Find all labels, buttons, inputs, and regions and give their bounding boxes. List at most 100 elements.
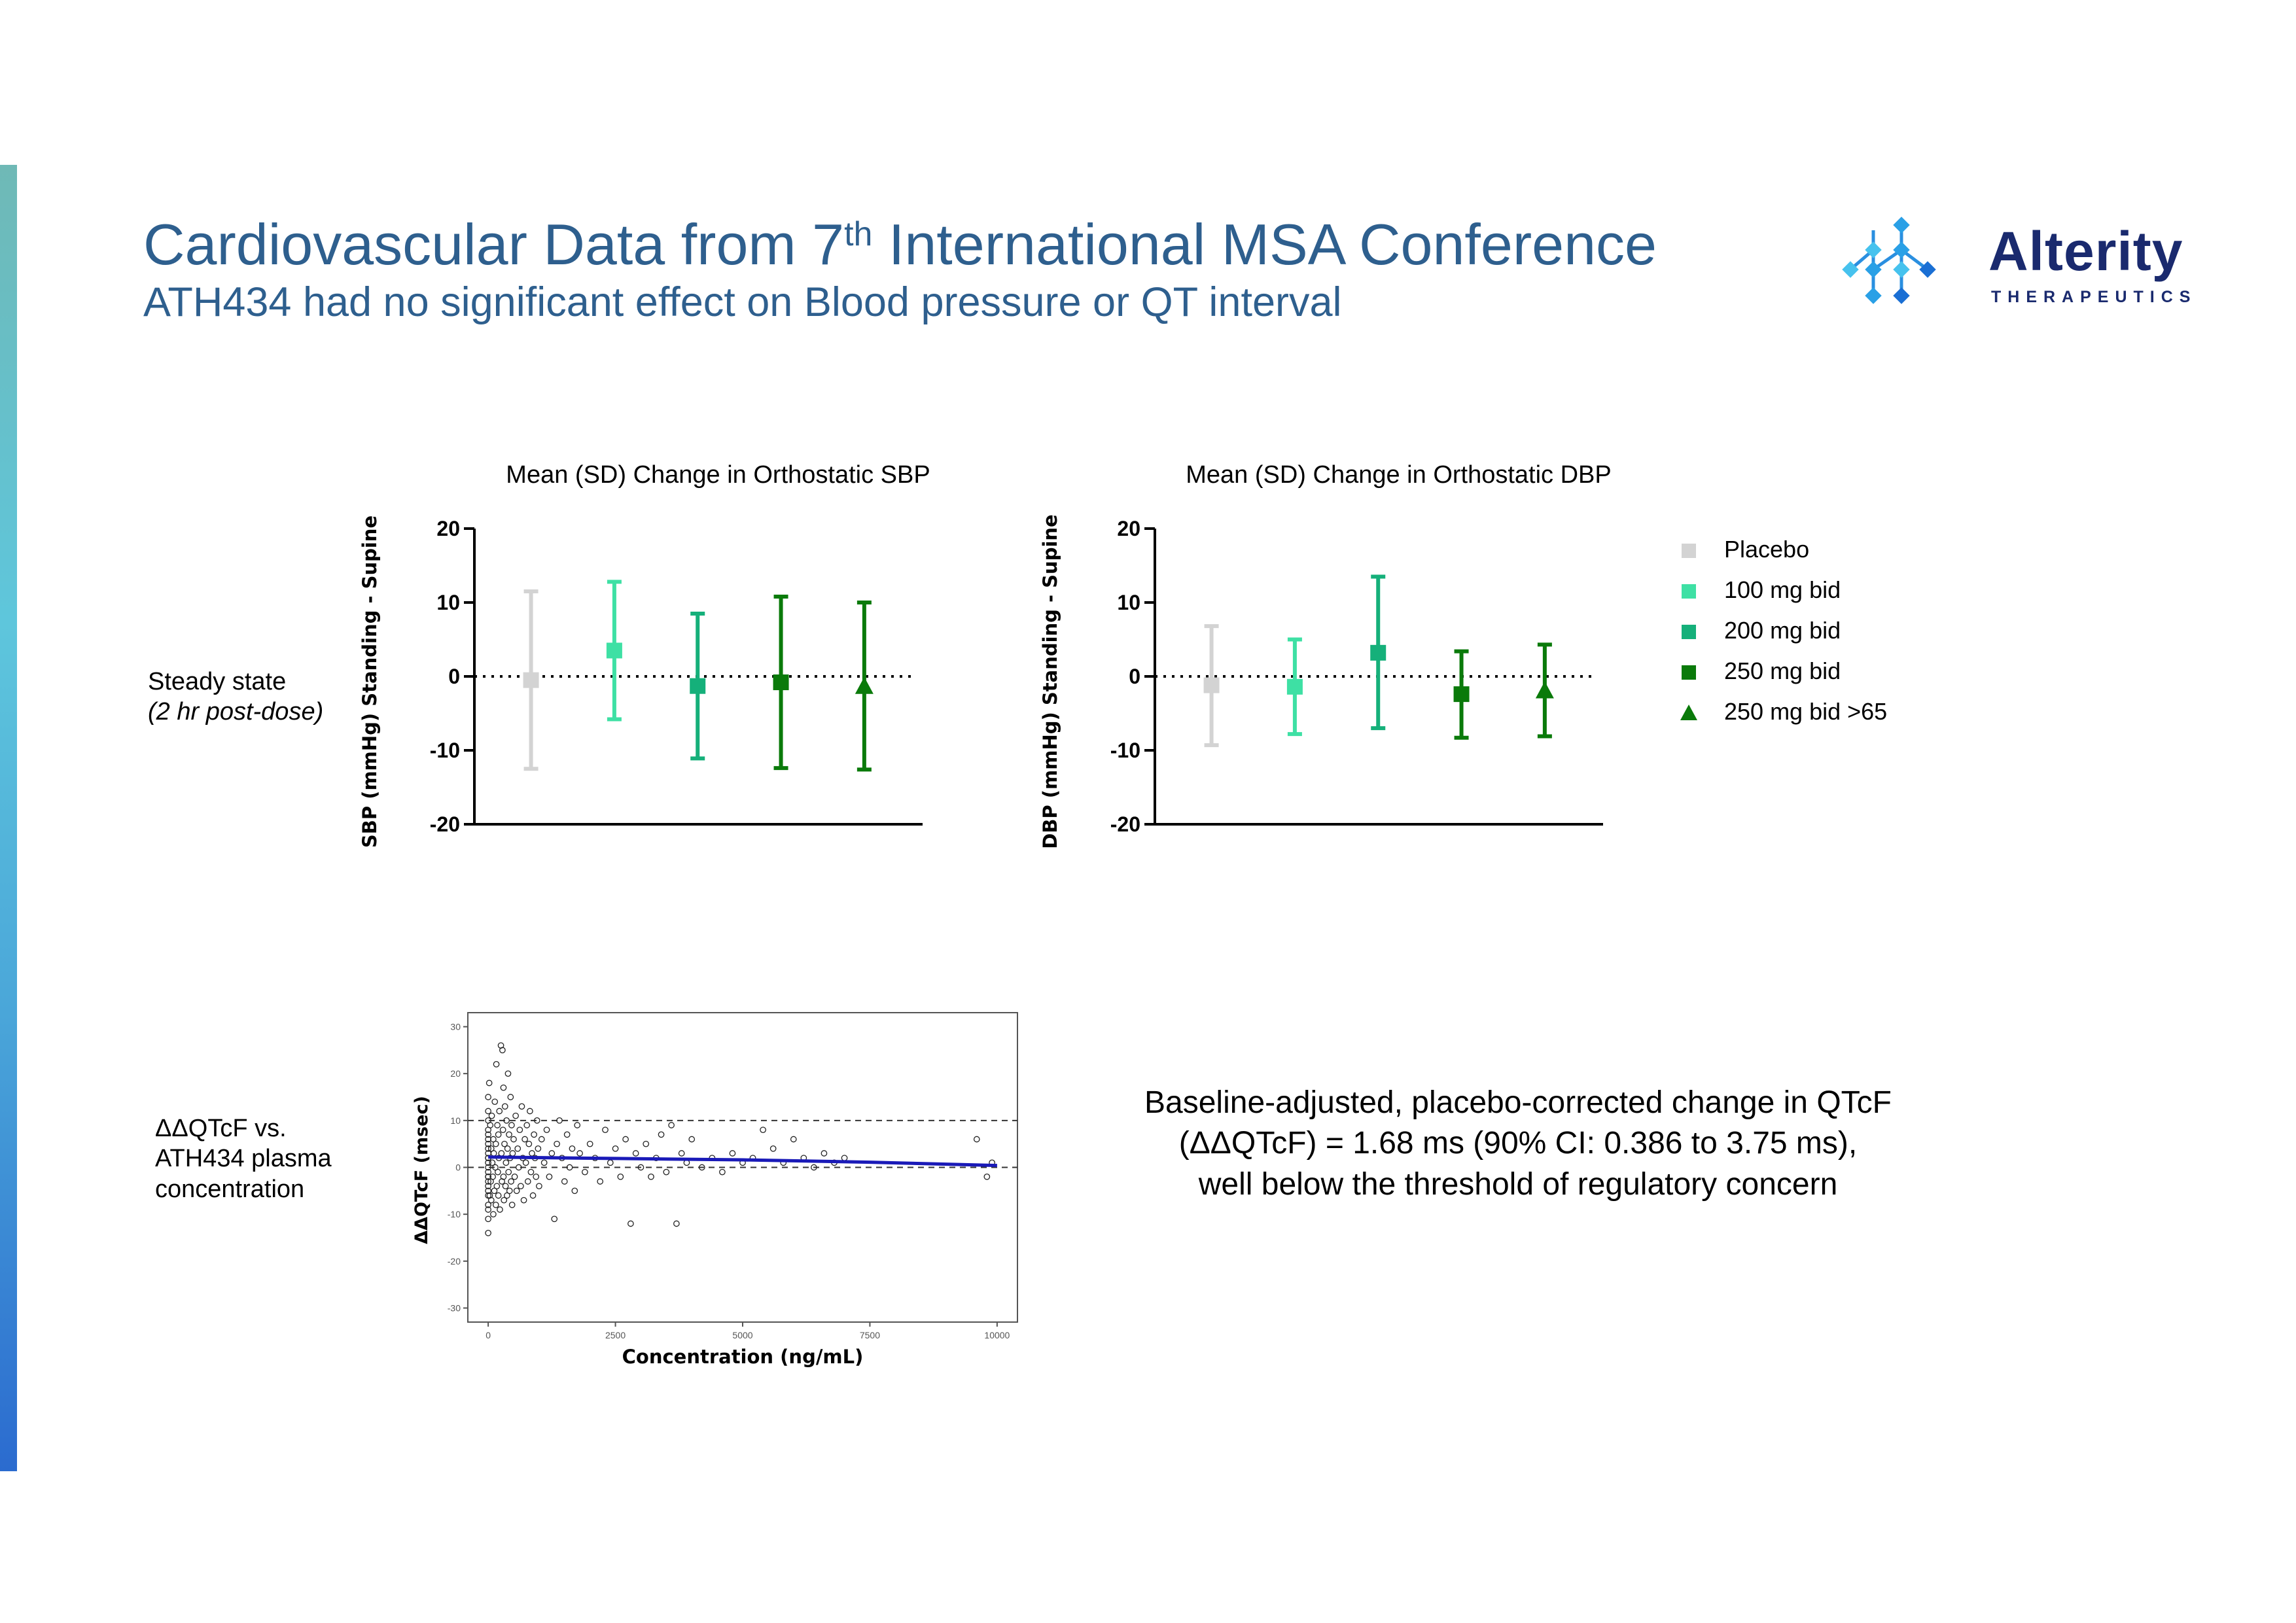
qtcf-data-point — [648, 1173, 654, 1180]
sbp-errorbar-chart: Mean (SD) Change in Orthostatic SBP SBP (… — [359, 461, 930, 848]
qtcf-data-point — [485, 1215, 491, 1223]
qtcf-data-point — [582, 1168, 588, 1176]
qtcf-data-point — [513, 1187, 520, 1195]
qtcf-data-point — [489, 1173, 496, 1180]
legend-label-100mg: 100 mg bid — [1724, 576, 1841, 603]
qtcf-y-tick-label: -30 — [448, 1303, 461, 1314]
sbp-mean-marker — [606, 642, 622, 659]
qtcf-data-point — [760, 1126, 766, 1134]
qtcf-data-point — [495, 1131, 502, 1138]
dbp-y-tick-label: 0 — [1129, 665, 1140, 688]
qtcf-data-point — [501, 1140, 508, 1147]
qtcf-data-point — [566, 1164, 573, 1171]
qtcf-data-point — [698, 1164, 705, 1171]
qtcf-data-point — [492, 1164, 499, 1171]
qtcf-data-point — [485, 1229, 491, 1236]
qtcf-data-point — [487, 1145, 495, 1152]
qtcf-data-point — [515, 1164, 522, 1171]
qtcf-data-point — [518, 1103, 525, 1110]
dbp-y-tick-label: -20 — [1110, 812, 1140, 836]
qtcf-data-point — [556, 1117, 563, 1124]
qtcf-data-point — [485, 1108, 491, 1115]
qtcf-data-point — [493, 1183, 501, 1190]
qtcf-y-tick-label: 20 — [450, 1068, 461, 1079]
qtcf-data-point — [500, 1084, 507, 1091]
title-main: Cardiovascular Data from 7 — [143, 212, 845, 277]
dbp-y-axis-label: DBP (mmHg) Standing - Supine — [1039, 514, 1061, 848]
qtcf-data-point — [522, 1159, 529, 1166]
legend-marker-200mg — [1682, 625, 1696, 639]
qtcf-data-point — [485, 1168, 491, 1176]
qtcf-data-point — [492, 1140, 499, 1147]
qtcf-data-point — [668, 1122, 675, 1128]
qtcf-data-point — [492, 1201, 499, 1208]
qtcf-data-point — [499, 1047, 506, 1054]
sbp-y-tick-label: 20 — [436, 517, 460, 540]
qtcf-data-point — [504, 1145, 511, 1152]
qtcf-data-point — [571, 1187, 578, 1195]
qtcf-scatter-chart: 30 20 10 0 -10 -20 -30 0 2500 5000 7500 10000 Concen… — [412, 1012, 1018, 1368]
qtcf-row-label: ΔΔQTcF vs. ATH434 plasma concentration — [155, 1113, 332, 1204]
dbp-mean-marker — [1535, 681, 1554, 699]
qtcf-data-point — [561, 1178, 568, 1185]
qtcf-data-point — [563, 1131, 571, 1138]
qtcf-data-point — [527, 1108, 533, 1115]
qtcf-data-point — [769, 1145, 777, 1152]
qtcf-data-point — [504, 1192, 510, 1199]
qtcf-data-point — [983, 1173, 991, 1180]
qtcf-data-point — [504, 1070, 512, 1077]
dbp-mean-marker — [1370, 644, 1386, 661]
qtcf-trend-line — [488, 1155, 997, 1168]
legend-marker-250mg — [1682, 665, 1696, 680]
page-title: Cardiovascular Data from 7th Internation… — [143, 213, 1657, 277]
qtcf-data-point — [632, 1150, 639, 1157]
qtcf-data-point — [531, 1131, 537, 1138]
qtcf-x-tick-label: 5000 — [732, 1330, 752, 1340]
qtcf-data-point — [503, 1117, 510, 1124]
qtcf-data-point — [490, 1136, 497, 1143]
qtcf-data-point — [597, 1178, 604, 1185]
title-rest: International MSA Conference — [872, 212, 1657, 277]
qtcf-data-point — [491, 1187, 498, 1195]
sbp-chart-title: Mean (SD) Change in Orthostatic SBP — [506, 461, 930, 489]
qtcf-data-point — [503, 1159, 510, 1166]
qtcf-data-point — [500, 1173, 507, 1180]
qtcf-data-point — [485, 1145, 491, 1152]
qtcf-data-point — [501, 1103, 508, 1110]
qtcf-y-tick-label: 10 — [450, 1115, 461, 1126]
sbp-mean-marker — [773, 674, 789, 691]
qtcf-data-point — [510, 1136, 517, 1143]
qtcf-data-point — [811, 1164, 817, 1171]
qtcf-y-tick-label: -10 — [448, 1209, 461, 1219]
dbp-y-tick-label: 20 — [1117, 517, 1140, 540]
qtcf-data-point — [663, 1168, 670, 1176]
legend-label-200mg: 200 mg bid — [1724, 617, 1841, 644]
qtcf-data-point — [602, 1126, 609, 1134]
qtcf-data-point — [485, 1183, 491, 1190]
qtcf-data-point — [495, 1192, 502, 1199]
qtcf-line2: ATH434 plasma — [155, 1145, 332, 1173]
qtcf-data-point — [821, 1150, 828, 1157]
sbp-series-1 — [523, 589, 539, 771]
qtcf-data-point — [612, 1145, 619, 1152]
dbp-series-1 — [1203, 624, 1220, 748]
qtcf-data-point — [548, 1150, 556, 1157]
legend-marker-250mg-over65 — [1680, 705, 1697, 720]
qtcf-data-point — [501, 1196, 508, 1204]
title-superscript: th — [844, 215, 873, 253]
qtcf-data-point — [485, 1164, 491, 1171]
qtcf-data-point — [495, 1168, 501, 1176]
qtcf-data-point — [538, 1136, 545, 1143]
legend-label-placebo: Placebo — [1724, 536, 1810, 563]
qtcf-data-point — [485, 1201, 491, 1208]
sbp-y-tick-label: -20 — [430, 812, 460, 836]
qtcf-x-tick-label: 10000 — [984, 1330, 1010, 1340]
sbp-y-tick-label: 10 — [436, 591, 460, 614]
qtcf-data-point — [658, 1131, 665, 1138]
qtcf-data-point — [551, 1215, 558, 1223]
qtcf-data-point — [576, 1150, 583, 1157]
qtcf-data-point — [540, 1159, 548, 1166]
qtcf-data-point — [508, 1122, 515, 1128]
qtcf-data-point — [574, 1122, 581, 1128]
qtcf-data-point — [511, 1173, 518, 1180]
